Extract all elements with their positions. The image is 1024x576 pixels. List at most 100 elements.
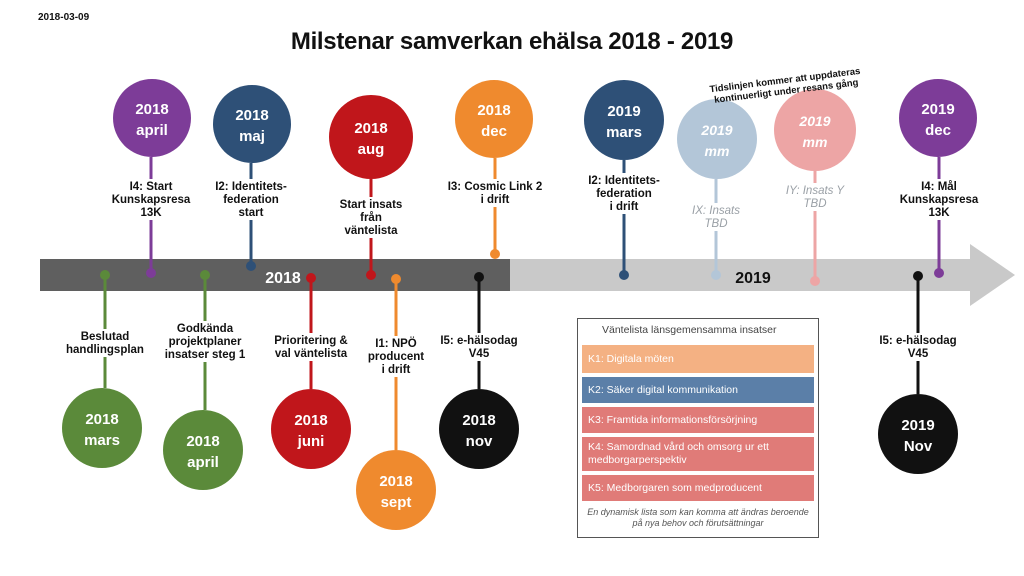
milestone-dot bbox=[913, 271, 923, 281]
milestone-circle-text: maj bbox=[239, 128, 265, 145]
date-stamp: 2018-03-09 bbox=[38, 12, 90, 23]
milestone-dot bbox=[474, 272, 484, 282]
milestone-dot bbox=[391, 274, 401, 284]
year-label-2018: 2018 bbox=[265, 270, 301, 287]
milestone-label: I2: Identitets- bbox=[588, 175, 660, 187]
milestone-circle-text: april bbox=[187, 454, 219, 471]
milestone-label: I4: Start bbox=[130, 181, 173, 193]
milestone-label: start bbox=[239, 207, 264, 219]
milestone-label: federation bbox=[223, 194, 279, 206]
milestone-circle-text: 2019 bbox=[798, 113, 830, 129]
milestone-circle-text: 2018 bbox=[354, 120, 387, 137]
legend-item-k5: K5: Medborgaren som medproducent bbox=[582, 475, 814, 501]
milestone-label: federation bbox=[596, 188, 652, 200]
milestone-label: projektplaner bbox=[169, 336, 242, 348]
milestone-label: I2: Identitets- bbox=[215, 181, 287, 193]
milestone-circle-text: Nov bbox=[904, 438, 933, 455]
milestone-label: 13K bbox=[140, 207, 162, 219]
milestone-circle bbox=[62, 388, 142, 468]
milestone-circle bbox=[163, 410, 243, 490]
legend-item-k3: K3: Framtida informationsförsörjning bbox=[582, 407, 814, 433]
milestone-label: V45 bbox=[908, 348, 929, 360]
milestone-label: Beslutad bbox=[81, 331, 130, 343]
milestone-2018-dec: 2018 dec I3: Cosmic Link 2i drift bbox=[448, 80, 543, 259]
milestone-dot bbox=[810, 276, 820, 286]
milestone-circle bbox=[271, 389, 351, 469]
milestone-circle bbox=[455, 80, 533, 158]
milestone-circle-text: 2019 bbox=[700, 122, 732, 138]
milestone-label: I4: Mål bbox=[921, 181, 957, 193]
milestone-dot bbox=[146, 268, 156, 278]
timeline-arrowhead bbox=[970, 244, 1015, 306]
milestone-label: i drift bbox=[610, 201, 639, 213]
milestone-circle-text: 2018 bbox=[477, 102, 510, 119]
milestone-label: handlingsplan bbox=[66, 344, 144, 356]
milestone-label: val väntelista bbox=[275, 348, 348, 360]
timeline-bar-2019 bbox=[510, 259, 972, 291]
milestone-circle-text: april bbox=[136, 122, 168, 139]
milestone-circle bbox=[677, 99, 757, 179]
milestone-circle-text: 2019 bbox=[607, 103, 640, 120]
milestone-circle-text: mars bbox=[606, 124, 642, 141]
milestone-circle bbox=[439, 389, 519, 469]
milestone-label: Kunskapsresa bbox=[112, 194, 191, 206]
milestone-label: Godkända bbox=[177, 323, 234, 335]
legend-note: En dynamisk lista som kan komma att ändr… bbox=[587, 507, 809, 528]
milestone-circle-text: nov bbox=[466, 433, 493, 450]
milestone-label: 13K bbox=[928, 207, 950, 219]
page-title: Milstenar samverkan ehälsa 2018 - 2019 bbox=[290, 28, 734, 55]
milestone-circle-text: 2018 bbox=[294, 412, 327, 429]
milestone-label: Prioritering & bbox=[274, 335, 347, 347]
milestone-circle bbox=[878, 394, 958, 474]
milestone-circle bbox=[113, 79, 191, 157]
milestone-label: producent bbox=[368, 351, 424, 363]
milestone-circle bbox=[899, 79, 977, 157]
milestone-circle bbox=[356, 450, 436, 530]
legend-item-k2: K2: Säker digital kommunikation bbox=[582, 377, 814, 403]
milestone-dot bbox=[100, 270, 110, 280]
milestone-label: I3: Cosmic Link 2 bbox=[448, 181, 543, 193]
milestone-circle-text: 2018 bbox=[186, 433, 219, 450]
milestone-circle-text: 2019 bbox=[901, 417, 934, 434]
milestone-circle-text: mm bbox=[705, 143, 730, 159]
milestone-dot bbox=[246, 261, 256, 271]
timeline-bar-2018 bbox=[40, 259, 510, 291]
milestone-2018-juni: 2018 juni Prioritering &val väntelista bbox=[271, 273, 351, 469]
milestone-dot bbox=[366, 270, 376, 280]
milestone-dot bbox=[711, 270, 721, 280]
milestone-label: IY: Insats Y bbox=[786, 185, 845, 197]
milestone-circle-text: mars bbox=[84, 432, 120, 449]
milestone-label: V45 bbox=[469, 348, 490, 360]
legend-title: Väntelista länsgemensamma insatser bbox=[602, 324, 777, 336]
milestone-circle-text: aug bbox=[358, 141, 385, 158]
milestone-circle-text: 2018 bbox=[235, 107, 268, 124]
milestone-circle-text: dec bbox=[925, 122, 951, 139]
milestone-label: från bbox=[360, 212, 382, 224]
milestone-circle-text: juni bbox=[297, 433, 325, 450]
milestone-circle-text: 2018 bbox=[379, 473, 412, 490]
milestone-circle-text: sept bbox=[381, 494, 412, 511]
milestone-circle bbox=[584, 80, 664, 160]
legend-item-k4: K4: Samordnad vård och omsorg ur ett med… bbox=[582, 437, 814, 471]
milestone-label: IX: Insats bbox=[692, 205, 740, 217]
milestone-circle-text: 2018 bbox=[135, 101, 168, 118]
milestone-label: Kunskapsresa bbox=[900, 194, 979, 206]
milestone-dot bbox=[619, 270, 629, 280]
milestone-circle bbox=[774, 89, 856, 171]
waitlist-legend: Väntelista länsgemensamma insatser K1: D… bbox=[577, 318, 819, 538]
timeline-bar: 2018 2019 bbox=[40, 244, 1015, 306]
milestone-label: I5: e-hälsodag bbox=[440, 335, 517, 347]
milestone-label: TBD bbox=[705, 218, 728, 230]
milestone-circle-text: 2019 bbox=[921, 101, 954, 118]
milestone-label: i drift bbox=[481, 194, 510, 206]
milestone-circle bbox=[329, 95, 413, 179]
